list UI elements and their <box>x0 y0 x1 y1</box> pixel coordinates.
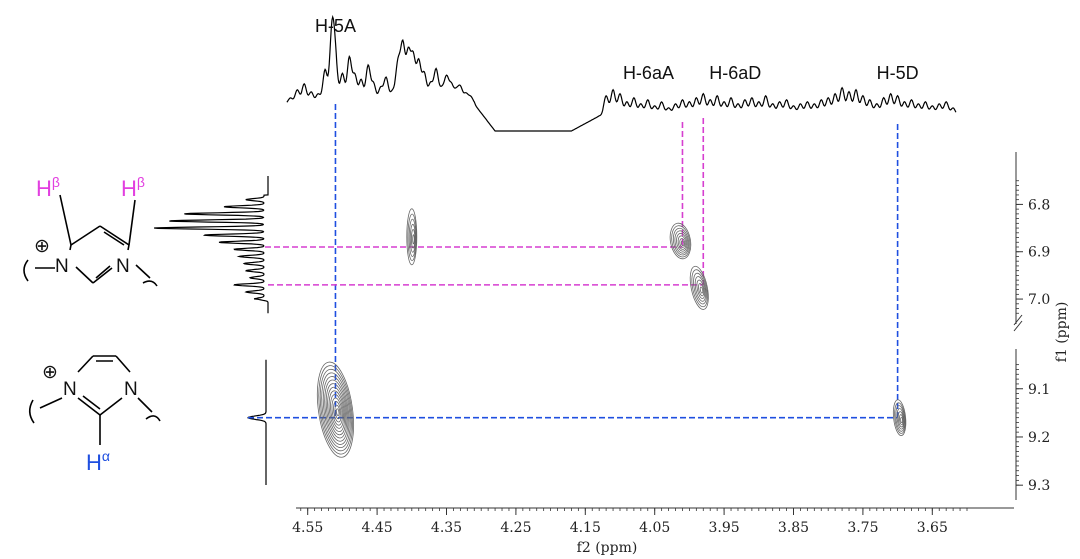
y-tick-label: 6.9 <box>1028 245 1050 261</box>
cross-peak-contour <box>691 269 708 308</box>
cross-peak-contour <box>328 390 346 433</box>
cross-peak-contour <box>321 372 351 449</box>
cross-peak-contour <box>327 386 347 436</box>
imidazolium-structure-bottom: N N ⊕ Hα <box>28 355 161 475</box>
x-tick-label: 4.15 <box>570 520 601 536</box>
x-axis-label: f2 (ppm) <box>577 540 638 556</box>
cross-peak-contour <box>325 383 348 439</box>
cross-peak-contour <box>408 218 417 257</box>
peak-label: H-6aA <box>623 63 674 83</box>
cross-peak-contour <box>669 222 692 260</box>
nitrogen-3-label: N <box>116 256 130 277</box>
nitrogen-1-label: N <box>55 256 69 277</box>
cross-peak-contour <box>694 276 706 302</box>
x-tick-label: 3.75 <box>847 520 878 536</box>
cross-peak-contour <box>680 240 685 246</box>
nitrogen-1-label-bottom: N <box>63 379 77 400</box>
cross-peak-contour <box>672 227 690 256</box>
cross-peak-contour <box>324 379 349 442</box>
h-alpha-label: Hα <box>86 448 110 475</box>
cross-peak-contour <box>699 286 704 294</box>
y-axis: 6.8 6.9 7.0 9.1 9.2 9.3 <box>1013 152 1050 500</box>
y-tick-label: 6.8 <box>1028 197 1050 213</box>
h-beta-label-right: Hβ <box>121 174 145 201</box>
imidazolium-structure-top: N N ⊕ Hβ Hβ <box>23 174 158 287</box>
cross-peak-contour <box>318 365 353 455</box>
cross-peak-contour <box>897 411 905 428</box>
cross-peak-contour <box>322 376 350 445</box>
cross-peak-contour <box>409 223 416 253</box>
f1-projection-upper <box>154 176 269 314</box>
y-tick-label: 7.0 <box>1028 292 1050 308</box>
cross-peak-contour <box>696 279 706 299</box>
cross-peak-contour <box>406 208 418 266</box>
cross-peak-contour <box>336 408 340 416</box>
cross-peak-contour <box>333 401 342 423</box>
cross-peak-contour <box>319 368 352 452</box>
x-tick-label: 4.45 <box>362 520 393 536</box>
cross-peak-contour <box>411 229 416 249</box>
cross-peak-contour <box>671 225 691 258</box>
cross-peak-contour <box>676 232 688 252</box>
cross-peak-contour <box>900 417 903 424</box>
y-tick-label: 9.1 <box>1028 382 1050 398</box>
cross-peak-contour <box>334 404 341 420</box>
nitrogen-3-label-bottom: N <box>124 379 138 400</box>
cross-peak-group <box>316 208 907 458</box>
x-axis: 4.55 4.45 4.35 4.25 4.15 4.05 3.95 3.85 3.75 3.65 <box>292 507 1014 536</box>
cross-peak-contour <box>689 265 709 310</box>
x-tick-label: 4.55 <box>292 520 323 536</box>
x-tick-label: 4.35 <box>431 520 462 536</box>
cross-peak-contour <box>412 234 415 245</box>
cross-peak-contour <box>693 272 707 305</box>
cross-peak-contour <box>674 230 689 254</box>
positive-charge-icon-bottom: ⊕ <box>42 362 58 383</box>
y-tick-label: 9.3 <box>1028 478 1050 494</box>
cross-peak-contour <box>679 238 686 248</box>
y-axis-break-mark <box>1013 314 1023 326</box>
cross-peak-contour <box>892 399 907 436</box>
cross-peak-contour <box>895 405 906 432</box>
x-tick-label: 3.65 <box>917 520 948 536</box>
peak-label: H-5D <box>877 63 919 83</box>
cross-peak-contour <box>330 394 344 429</box>
positive-charge-icon: ⊕ <box>34 236 50 257</box>
f1-projection-lower <box>247 359 267 485</box>
x-tick-label: 3.95 <box>709 520 740 536</box>
correlation-lines <box>248 104 901 421</box>
peak-label: H-6aD <box>709 63 761 83</box>
x-tick-label: 4.25 <box>500 520 531 536</box>
cross-peak-contour <box>698 283 705 297</box>
peak-label: H-5A <box>315 16 356 36</box>
y-axis-break-mark <box>1013 320 1023 332</box>
cross-peak-contour <box>899 414 904 426</box>
cross-peak-contour <box>894 402 906 434</box>
h-beta-label-left: Hβ <box>36 174 60 201</box>
x-tick-label: 4.05 <box>639 520 670 536</box>
cross-peak-contour <box>407 213 417 261</box>
cross-peak-contour <box>896 408 905 430</box>
f2-projection-spectrum <box>286 14 957 132</box>
cross-peak-contour <box>331 397 343 426</box>
cross-peak-contour <box>316 361 354 458</box>
y-tick-label: 9.2 <box>1028 430 1050 446</box>
cross-peak-contour <box>677 235 687 250</box>
x-tick-label: 3.85 <box>778 520 809 536</box>
peak-label-group: H-5A H-6aA H-6aD H-5D <box>315 16 919 83</box>
y-axis-label: f1 (ppm) <box>1054 302 1070 363</box>
